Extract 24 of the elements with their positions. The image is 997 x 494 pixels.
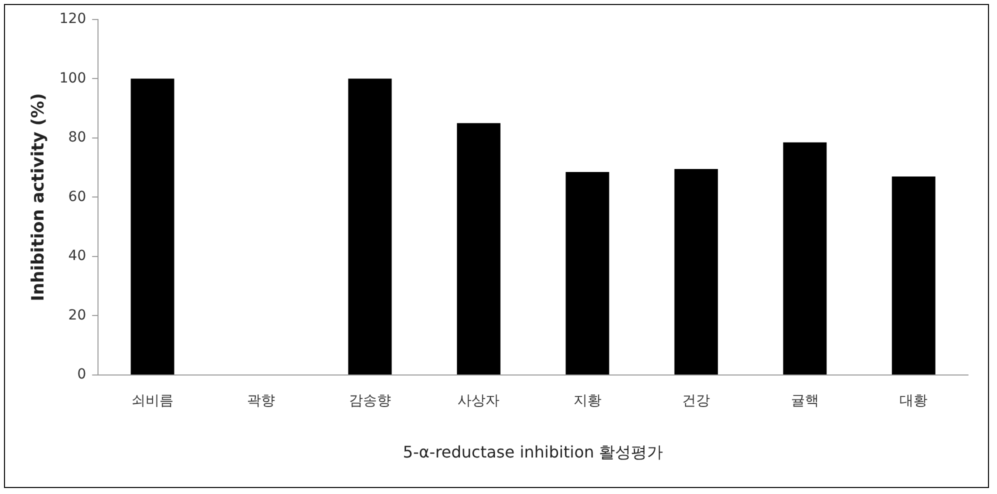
x-tick-label: 쇠비름 — [131, 393, 174, 410]
y-tick-label: 80 — [68, 130, 86, 146]
x-tick-label: 감송향 — [348, 393, 391, 410]
x-tick-label: 곽향 — [247, 393, 276, 410]
y-tick-label: 40 — [68, 248, 86, 264]
bar — [674, 169, 718, 374]
x-tick-label: 대황 — [900, 393, 928, 410]
bar — [783, 142, 827, 374]
y-tick-label: 60 — [68, 188, 86, 205]
x-axis-title: 5-α-reductase inhibition 활성평가 — [402, 442, 664, 462]
y-tick-label: 100 — [59, 70, 86, 86]
x-tick-label: 지황 — [573, 393, 602, 410]
y-tick-label: 20 — [68, 307, 86, 324]
x-tick-label: 귤핵 — [790, 393, 819, 410]
bar — [892, 176, 936, 374]
x-tick-label: 사상자 — [458, 393, 500, 410]
bar — [456, 123, 500, 374]
x-tick-label: 건강 — [682, 393, 710, 410]
y-axis-title: Inhibition activity (%) — [28, 93, 49, 302]
bar — [130, 78, 174, 374]
y-tick-label: 120 — [59, 11, 86, 28]
bar — [348, 78, 392, 374]
y-tick-label: 0 — [77, 366, 86, 383]
bar — [566, 172, 610, 374]
